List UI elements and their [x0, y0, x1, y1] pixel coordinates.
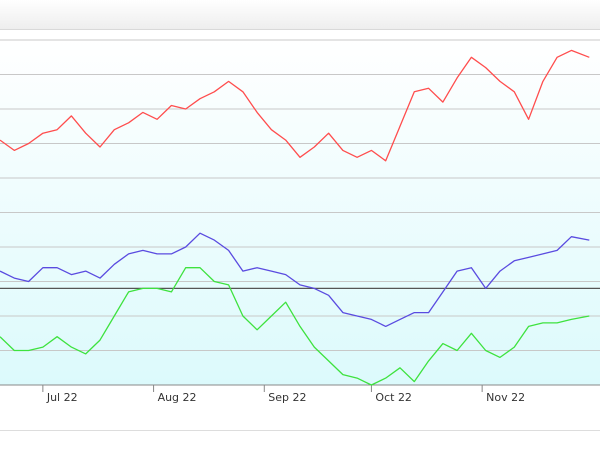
x-tick-label: Oct 22: [375, 391, 412, 404]
series-line-red: [0, 49, 590, 162]
grid-lines: [0, 39, 600, 386]
series-line-blue: [0, 232, 590, 328]
x-tick-label: Jul 22: [46, 391, 78, 404]
x-axis-ticks: Jul 22 Aug 22 Sep 22 Oct 22 Nov 22: [42, 385, 525, 404]
x-tick-label: Aug 22: [158, 391, 197, 404]
x-tick-label: Nov 22: [486, 391, 525, 404]
x-tick-label: Sep 22: [268, 391, 306, 404]
top-toolbar: [0, 0, 600, 29]
series-lines: [0, 49, 590, 386]
series-line-green: [0, 267, 590, 386]
